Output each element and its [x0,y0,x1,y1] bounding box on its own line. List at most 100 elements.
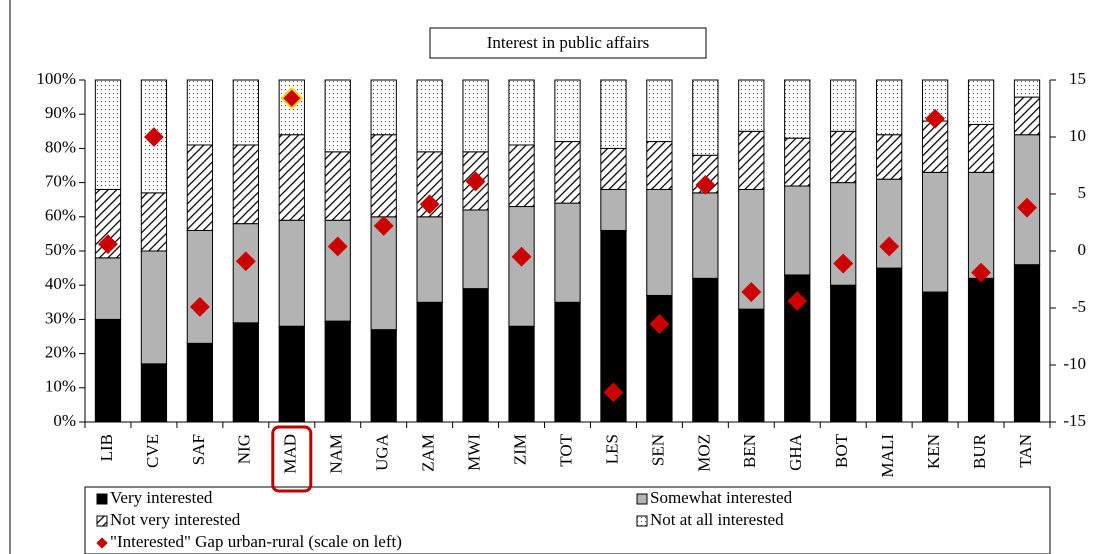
legend-label: Very interested [110,488,213,507]
x-tick-label: BUR [970,433,989,469]
y2-tick-label: -10 [1063,354,1086,373]
gap-marker [741,282,762,302]
legend-label: Not at all interested [650,510,784,529]
x-tick-label: LES [602,434,621,464]
x-tick-label: NAM [327,434,346,474]
bar-segment [1013,79,1041,98]
bar-segment [278,219,305,327]
bar-segment [967,123,995,173]
y2-tick-label: -15 [1063,411,1086,430]
x-tick-label: KEN [924,434,943,469]
legend-swatch [96,515,108,527]
gap-marker [419,194,440,215]
x-tick-label: CVE [143,434,162,468]
bar-segment [94,318,122,423]
x-tick-label: UGA [373,433,392,471]
bar-segment [94,257,122,320]
x-tick-label: ZAM [419,434,438,472]
bar-segment [370,134,397,218]
x-tick-label: NIG [235,434,254,464]
x-tick-label: MWI [465,434,484,471]
bar-segment [692,277,719,423]
x-tick-label: TOT [556,433,575,466]
x-tick-label: MALI [878,434,897,478]
y-tick-label: 70% [45,172,76,191]
bar-segment [186,229,214,344]
y-tick-label: 0% [53,411,76,430]
x-tick-label: TAN [1016,434,1035,468]
y-tick-label: 100% [36,69,76,88]
bar-segment [646,79,673,143]
bar-segment [876,267,903,423]
legend-label: Somewhat interested [650,488,793,507]
bar-segment [876,134,903,180]
bar-segment [830,284,857,423]
gap-marker [98,234,118,255]
x-tick-label: SAF [189,434,208,465]
chart-title: Interest in public affairs [487,33,650,52]
bar-segment [370,329,397,423]
gap-marker [511,246,532,267]
y-tick-label: 10% [45,377,76,396]
gap-marker [787,291,808,312]
gap-marker [189,296,210,317]
bar-segment [554,301,581,423]
bar-segment [692,79,719,156]
bar-segment [738,130,765,190]
title-box [429,27,707,59]
x-tick-label: MOZ [694,434,713,472]
gap-marker [144,127,164,147]
gap-marker [280,86,304,110]
y-tick-label: 30% [45,308,76,327]
bar-segment [140,250,168,365]
y-tick-label: 90% [45,103,76,122]
bar-segment [324,320,351,423]
bar-segment [232,322,259,423]
gap-marker [649,314,670,334]
gap-marker [465,171,486,192]
bar-segment [876,79,903,136]
bar-segment [278,79,305,136]
bar-segment [324,219,351,322]
bar-segment [232,79,259,146]
bar-segment [967,79,995,125]
legend-label: Not very interested [110,510,241,529]
y-tick-label: 20% [45,343,76,362]
bar-segment [554,79,581,143]
bar-segment [140,363,168,423]
x-tick-label: SEN [648,434,667,466]
gap-marker [235,251,256,272]
bar-segment [830,130,857,184]
bar-segment [416,216,443,303]
bar-segment [232,144,259,225]
bar-segment [967,171,995,279]
bar-segment [784,185,811,276]
y2-tick-label: 5 [1078,183,1087,202]
bar-segment [278,325,305,423]
bar-segment [186,342,214,423]
bar-segment [462,288,489,423]
bar-segment [232,223,259,324]
legend-label: "Interested" Gap urban-rural (scale on l… [110,532,402,551]
bar-segment [278,134,305,221]
gap-marker [327,236,348,257]
bar-segment [784,79,811,139]
bar-segment [784,137,811,187]
bar-segment [324,79,351,153]
bar-segment [646,141,673,190]
bar-segment [554,141,581,204]
x-tick-label: ZIM [510,434,529,465]
bar-segment [508,144,535,208]
bar-segment [416,301,443,423]
gap-marker [373,216,394,236]
bar-segment [738,308,765,423]
x-tick-label: MAD [281,434,300,474]
y2-tick-label: 0 [1078,240,1087,259]
y2-tick-label: 10 [1069,126,1086,145]
y-tick-label: 60% [45,206,76,225]
gap-marker [971,262,991,283]
y-tick-label: 40% [45,274,76,293]
y-tick-label: 50% [45,240,76,259]
bar-segment [921,120,949,173]
bar-segment [646,188,673,296]
